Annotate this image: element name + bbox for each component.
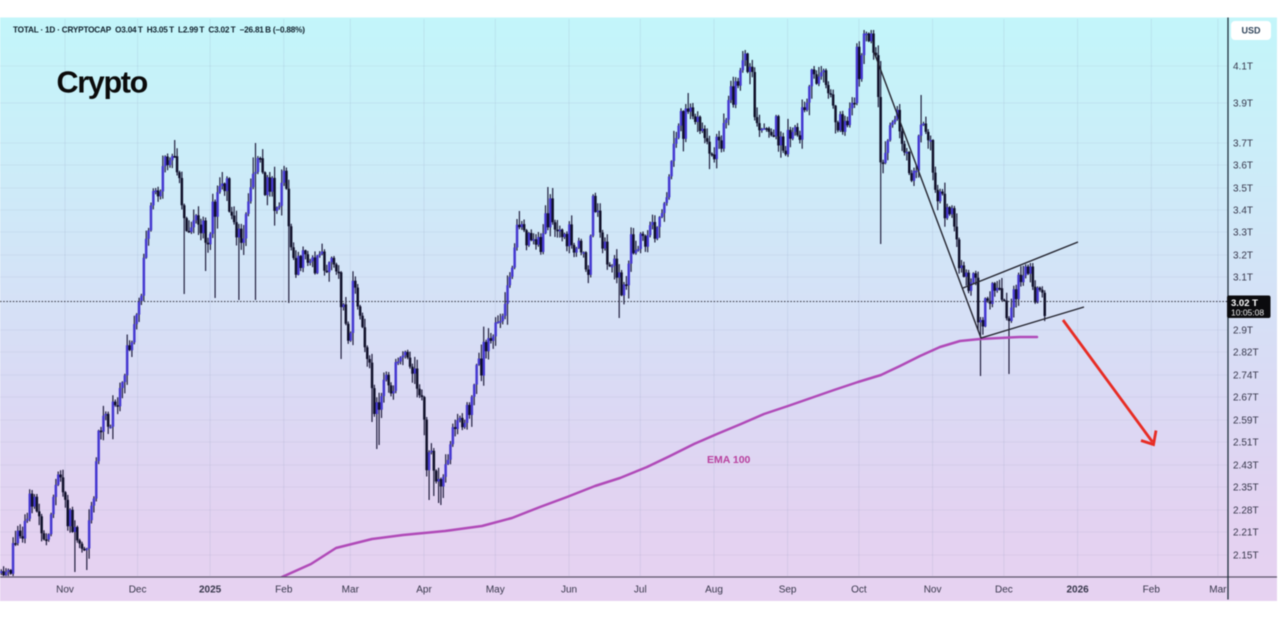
- svg-text:2.43T: 2.43T: [1233, 461, 1259, 472]
- svg-text:4.1T: 4.1T: [1233, 62, 1253, 73]
- svg-text:TOTAL · 1D · CRYPTOCAP O3.04: TOTAL · 1D · CRYPTOCAP O3.04 T H3.05 T L…: [13, 26, 305, 35]
- svg-text:2.35T: 2.35T: [1233, 483, 1259, 494]
- svg-text:3.3T: 3.3T: [1233, 228, 1253, 239]
- svg-text:2.15T: 2.15T: [1233, 551, 1259, 562]
- svg-text:2.59T: 2.59T: [1233, 416, 1259, 427]
- svg-text:2025: 2025: [199, 585, 222, 596]
- svg-text:Aug: Aug: [705, 585, 723, 596]
- svg-text:3.2T: 3.2T: [1233, 251, 1253, 262]
- svg-text:Jul: Jul: [634, 585, 647, 596]
- svg-text:Mar: Mar: [342, 585, 360, 596]
- svg-text:10:05:08: 10:05:08: [1231, 308, 1264, 318]
- svg-text:2026: 2026: [1066, 585, 1089, 596]
- svg-text:2.28T: 2.28T: [1233, 506, 1259, 517]
- svg-text:Sep: Sep: [779, 585, 797, 596]
- svg-text:Oct: Oct: [851, 585, 867, 596]
- svg-text:2.74T: 2.74T: [1233, 371, 1259, 382]
- svg-text:2.67T: 2.67T: [1233, 393, 1259, 404]
- svg-text:3.1T: 3.1T: [1233, 273, 1253, 284]
- svg-text:May: May: [486, 585, 505, 596]
- svg-text:Dec: Dec: [129, 585, 147, 596]
- svg-text:Feb: Feb: [275, 585, 293, 596]
- svg-text:Dec: Dec: [995, 585, 1013, 596]
- svg-text:Apr: Apr: [416, 585, 432, 596]
- svg-text:2.21T: 2.21T: [1233, 528, 1259, 539]
- svg-text:2.51T: 2.51T: [1233, 438, 1259, 449]
- svg-text:3.7T: 3.7T: [1233, 139, 1253, 150]
- svg-text:Jun: Jun: [561, 585, 577, 596]
- svg-text:Crypto: Crypto: [57, 65, 148, 99]
- svg-text:3.6T: 3.6T: [1233, 161, 1253, 172]
- svg-text:2.9T: 2.9T: [1233, 326, 1253, 337]
- svg-text:3.9T: 3.9T: [1233, 99, 1253, 110]
- svg-text:Mar: Mar: [1209, 585, 1227, 596]
- svg-text:2.82T: 2.82T: [1233, 348, 1259, 359]
- svg-text:EMA 100: EMA 100: [707, 454, 751, 466]
- svg-text:Feb: Feb: [1143, 585, 1161, 596]
- svg-text:Nov: Nov: [56, 585, 74, 596]
- svg-text:3.4T: 3.4T: [1233, 206, 1253, 217]
- svg-text:3.5T: 3.5T: [1233, 184, 1253, 195]
- svg-text:3.02 T: 3.02 T: [1231, 298, 1258, 309]
- svg-text:USD: USD: [1241, 26, 1261, 36]
- svg-text:Nov: Nov: [924, 585, 942, 596]
